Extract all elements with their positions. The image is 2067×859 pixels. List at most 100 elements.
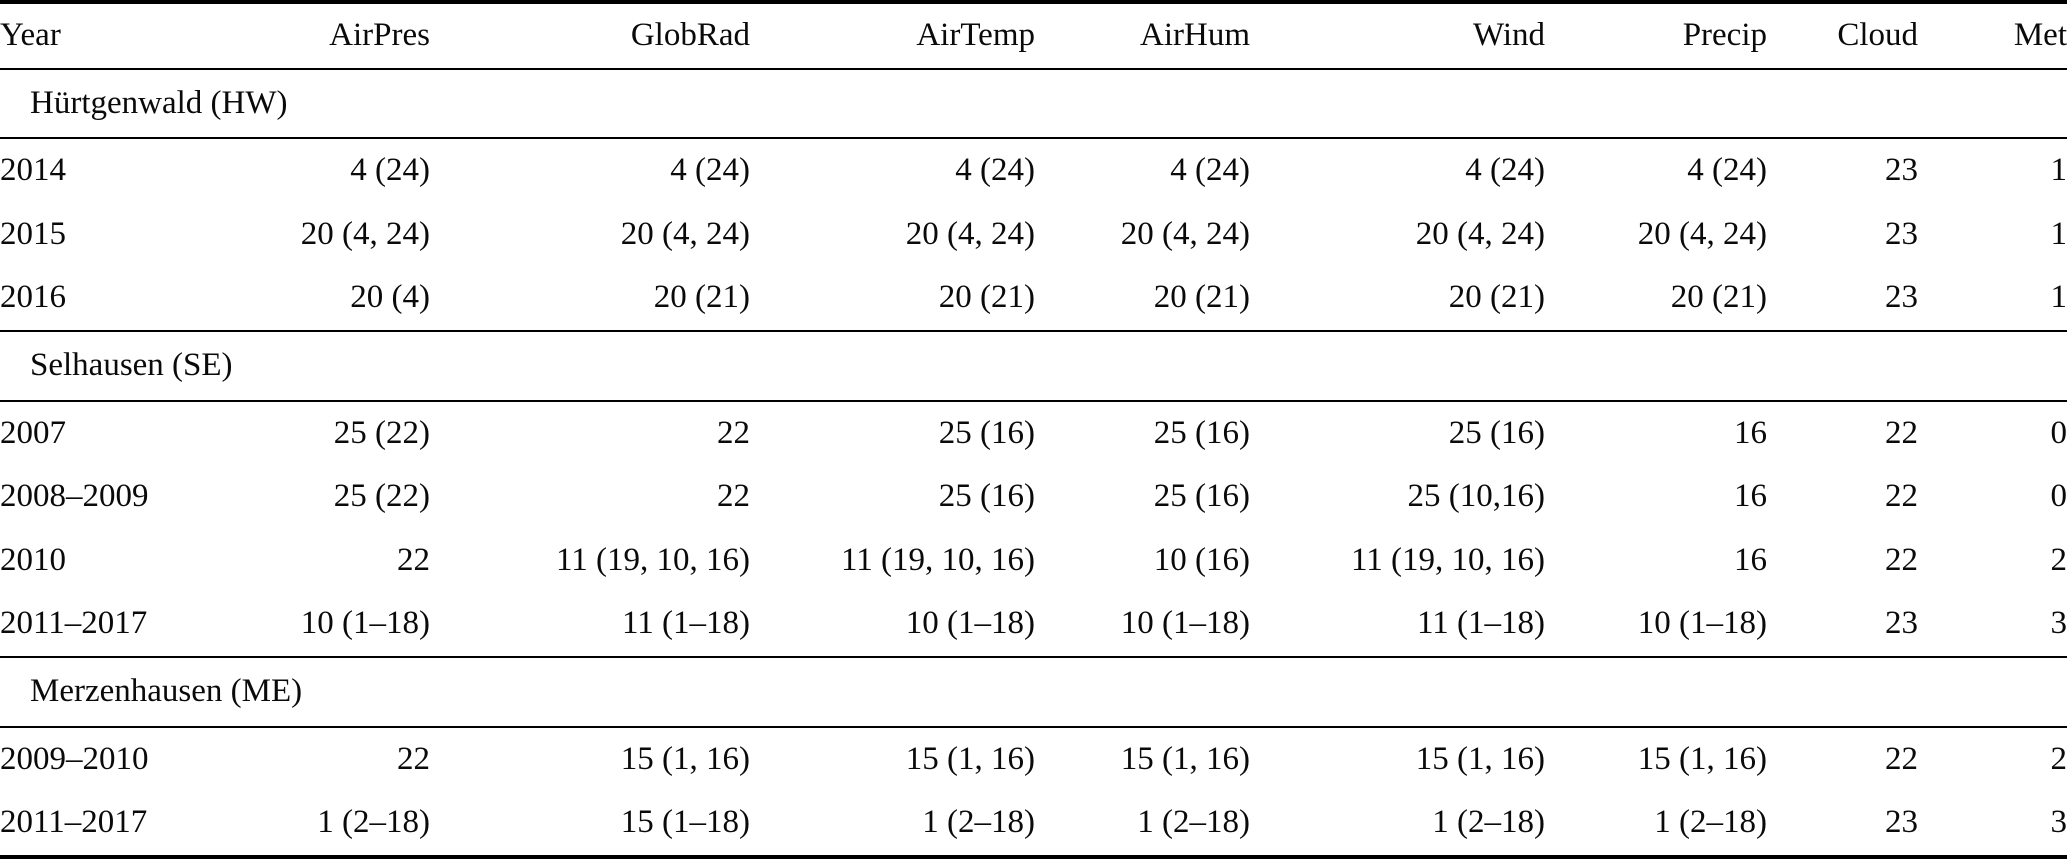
table-row: 2011–2017 10 (1–18) 11 (1–18) 10 (1–18) 10 (…: [0, 592, 2067, 657]
table-cell: 22: [717, 414, 750, 451]
table-cell: 1 (2–18): [1545, 791, 1767, 859]
table-cell: 2016: [0, 279, 66, 316]
table-cell: 2011–2017: [0, 605, 148, 642]
table-cell: 3: [2050, 605, 2067, 642]
table-cell: 20 (4, 24): [1415, 215, 1545, 252]
column-header: Cloud: [1767, 0, 1918, 70]
table-cell: 22: [1885, 740, 1918, 777]
table-cell: 23: [1885, 152, 1918, 189]
table-cell: 20 (4, 24): [1120, 215, 1250, 252]
table-cell: 20 (21): [1448, 279, 1545, 316]
table-row: 2011–2017 1 (2–18) 15 (1–18) 1 (2–18) 1 (2–1…: [0, 791, 2067, 859]
table-cell: 16: [1734, 478, 1767, 515]
table-cell: 2015: [0, 215, 66, 252]
table-cell: 4 (24): [955, 152, 1035, 189]
table-row: 2008–2009 25 (22) 22 25 (16) 25 (16) 25 (10,1…: [0, 465, 2067, 529]
table-cell: 10 (1–18): [300, 605, 430, 642]
table-cell: 2010: [0, 541, 66, 578]
table-cell: 2014: [0, 152, 66, 189]
table-cell: 1 (2–18): [1035, 791, 1250, 859]
table-cell: 25 (10,16): [1407, 478, 1545, 515]
section-title: Merzenhausen (ME): [0, 655, 2067, 728]
table-cell: 2011–2017: [0, 791, 240, 859]
table-cell: 10 (16): [1153, 541, 1250, 578]
table-cell: 20 (21): [653, 279, 750, 316]
table-cell: 11 (1–18): [1416, 605, 1545, 642]
column-header: Year: [0, 0, 240, 70]
table-cell: 15 (1, 16): [1120, 740, 1250, 777]
table-cell: 15 (1, 16): [905, 740, 1035, 777]
section-header-row: Selhausen (SE): [0, 329, 2067, 402]
table-cell: 11 (19, 10, 16): [555, 541, 750, 578]
table-cell: 23: [1885, 605, 1918, 642]
column-header: AirPres: [240, 0, 430, 70]
table-row: 2010 22 11 (19, 10, 16) 11 (19, 10, 16) 10 (…: [0, 529, 2067, 593]
table-row: 2016 20 (4) 20 (21) 20 (21) 20 (21) 20 (21) 20…: [0, 266, 2067, 331]
column-header: Wind: [1250, 0, 1545, 70]
table-cell: 15 (1, 16): [1637, 740, 1767, 777]
table-cell: 10 (1–18): [1120, 605, 1250, 642]
column-header: AirHum: [1035, 0, 1250, 70]
header-row: Year AirPres GlobRad AirTemp AirHum Wind Preci…: [0, 0, 2067, 70]
table-cell: 15 (1, 16): [620, 740, 750, 777]
table-cell: 23: [1885, 215, 1918, 252]
section-header-row: Hürtgenwald (HW): [0, 67, 2067, 140]
column-header: Met: [1918, 0, 2067, 70]
table-cell: 4 (24): [1465, 152, 1545, 189]
table-cell: 11 (1–18): [621, 605, 750, 642]
table-cell: 1: [2050, 215, 2067, 252]
table-cell: 20 (21): [1153, 279, 1250, 316]
table-cell: 20 (4, 24): [1637, 215, 1767, 252]
table-cell: 22: [1885, 478, 1918, 515]
table-cell: 4 (24): [1170, 152, 1250, 189]
table-row: 2014 4 (24) 4 (24) 4 (24) 4 (24) 4 (24) 4 (24)…: [0, 138, 2067, 203]
table-row: 2015 20 (4, 24) 20 (4, 24) 20 (4, 24) 20 (4,…: [0, 203, 2067, 267]
table-cell: 3: [1918, 791, 2067, 859]
table-cell: 11 (19, 10, 16): [1350, 541, 1545, 578]
table-cell: 20 (21): [938, 279, 1035, 316]
table-cell: 2007: [0, 414, 66, 451]
section-title: Hürtgenwald (HW): [0, 67, 2067, 140]
table-cell: 23: [1767, 791, 1918, 859]
table-cell: 0: [2050, 414, 2067, 451]
table-cell: 2: [2050, 541, 2067, 578]
column-header: Precip: [1545, 0, 1767, 70]
table-cell: 22: [1885, 541, 1918, 578]
section-header-row: Merzenhausen (ME): [0, 655, 2067, 728]
table-cell: 25 (22): [333, 414, 430, 451]
table-cell: 22: [1885, 414, 1918, 451]
table-cell: 20 (4, 24): [620, 215, 750, 252]
table-cell: 22: [397, 740, 430, 777]
table-cell: 2009–2010: [0, 740, 149, 777]
table-cell: 22: [397, 541, 430, 578]
table-cell: 16: [1734, 414, 1767, 451]
table-cell: 10 (1–18): [1637, 605, 1767, 642]
table-cell: 1: [2050, 279, 2067, 316]
column-header: AirTemp: [750, 0, 1035, 70]
table-cell: 20 (21): [1670, 279, 1767, 316]
column-header: GlobRad: [430, 0, 750, 70]
table-cell: 4 (24): [1687, 152, 1767, 189]
table-cell: 25 (16): [1153, 414, 1250, 451]
table-cell: 25 (22): [333, 478, 430, 515]
table-cell: 25 (16): [1448, 414, 1545, 451]
table-cell: 22: [717, 478, 750, 515]
table-cell: 20 (4, 24): [905, 215, 1035, 252]
table-cell: 4 (24): [350, 152, 430, 189]
table-cell: 25 (16): [938, 478, 1035, 515]
table-cell: 16: [1734, 541, 1767, 578]
section-title: Selhausen (SE): [0, 329, 2067, 402]
table-cell: 23: [1885, 279, 1918, 316]
table-cell: 20 (4): [350, 279, 430, 316]
table-cell: 15 (1–18): [430, 791, 750, 859]
table-cell: 20 (4, 24): [300, 215, 430, 252]
table-row: 2009–2010 22 15 (1, 16) 15 (1, 16) 15 (1, 16…: [0, 727, 2067, 792]
table-cell: 4 (24): [670, 152, 750, 189]
table-cell: 1 (2–18): [750, 791, 1035, 859]
table-body: Hürtgenwald (HW) 2014 4 (24) 4 (24) 4 (24) 4 …: [0, 67, 2067, 859]
table-cell: 2008–2009: [0, 478, 149, 515]
table-row: 2007 25 (22) 22 25 (16) 25 (16) 25 (16) 16 22 0: [0, 401, 2067, 466]
table-cell: 0: [2050, 478, 2067, 515]
table-cell: 10 (1–18): [905, 605, 1035, 642]
